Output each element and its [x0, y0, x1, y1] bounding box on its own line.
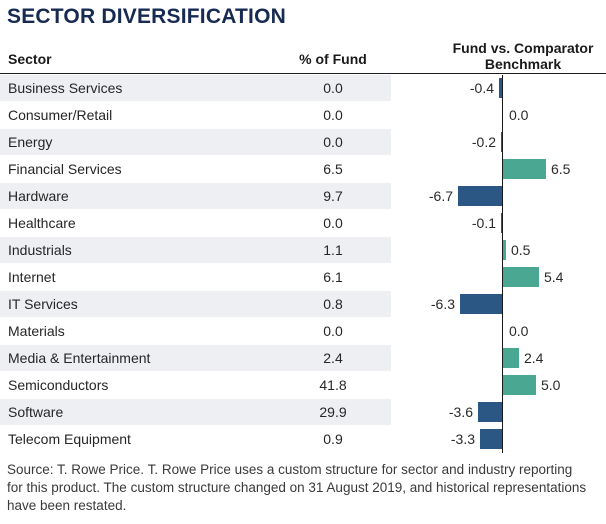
- diff-value-label: -3.6: [448, 404, 473, 420]
- sector-cell: Internet: [8, 269, 56, 285]
- table-row: Financial Services 6.5 6.5: [0, 156, 606, 183]
- negative-diff-bar: [458, 186, 502, 206]
- negative-diff-bar: [478, 402, 502, 422]
- diff-value-label: -6.7: [428, 188, 453, 204]
- pct-of-fund-cell: 0.0: [323, 134, 343, 150]
- table-row: Semiconductors 41.8 5.0: [0, 372, 606, 399]
- row-stripe: [0, 345, 391, 371]
- row-stripe: [0, 75, 391, 101]
- table-row: Hardware 9.7 -6.7: [0, 183, 606, 210]
- table-row: Media & Entertainment 2.4 2.4: [0, 345, 606, 372]
- pct-of-fund-cell: 0.0: [323, 323, 343, 339]
- pct-of-fund-cell: 9.7: [323, 188, 343, 204]
- table-row: Consumer/Retail 0.0 0.0: [0, 102, 606, 129]
- chart-zero-axis: [502, 75, 503, 453]
- diff-value-label: -0.2: [471, 134, 496, 150]
- diff-value-label: -0.4: [469, 80, 494, 96]
- negative-diff-bar: [460, 294, 502, 314]
- sector-cell: Consumer/Retail: [8, 107, 113, 123]
- diff-value-label: 6.5: [551, 161, 571, 177]
- pct-of-fund-cell: 0.8: [323, 296, 343, 312]
- column-header-sector: Sector: [8, 51, 52, 67]
- page-title: SECTOR DIVERSIFICATION: [7, 5, 286, 28]
- source-footnote: Source: T. Rowe Price. T. Rowe Price use…: [7, 462, 587, 513]
- pct-of-fund-cell: 41.8: [319, 377, 347, 393]
- pct-of-fund-cell: 1.1: [323, 242, 343, 258]
- pct-of-fund-cell: 0.0: [323, 215, 343, 231]
- sector-cell: Semiconductors: [8, 377, 109, 393]
- pct-of-fund-cell: 29.9: [319, 404, 347, 420]
- sector-cell: Telecom Equipment: [8, 431, 131, 447]
- sector-cell: Financial Services: [8, 161, 122, 177]
- table-row: Software 29.9 -3.6: [0, 399, 606, 426]
- pct-of-fund-cell: 0.0: [323, 80, 343, 96]
- positive-diff-bar: [503, 267, 539, 287]
- table-row: Telecom Equipment 0.9 -3.3: [0, 426, 606, 453]
- positive-diff-bar: [503, 348, 519, 368]
- table-row: Industrials 1.1 0.5: [0, 237, 606, 264]
- table-row: Internet 6.1 5.4: [0, 264, 606, 291]
- table-row: Materials 0.0 0.0: [0, 318, 606, 345]
- pct-of-fund-cell: 0.9: [323, 431, 343, 447]
- negative-diff-bar: [480, 429, 502, 449]
- positive-diff-bar: [503, 240, 506, 260]
- row-stripe: [0, 183, 391, 209]
- pct-of-fund-cell: 0.0: [323, 107, 343, 123]
- diff-value-label: 0.5: [511, 242, 531, 258]
- pct-of-fund-cell: 6.5: [323, 161, 343, 177]
- table-header-row: Sector % of Fund Fund vs. Comparator Ben…: [0, 38, 606, 74]
- diff-value-label: 2.4: [524, 350, 544, 366]
- pct-of-fund-cell: 2.4: [323, 350, 343, 366]
- row-stripe: [0, 237, 391, 263]
- diff-value-label: -0.1: [471, 215, 496, 231]
- sector-cell: Healthcare: [8, 215, 76, 231]
- row-stripe: [0, 291, 391, 317]
- diff-value-label: 5.0: [541, 377, 561, 393]
- column-header-fund-vs-benchmark: Fund vs. Comparator Benchmark: [452, 40, 594, 72]
- diff-value-label: -3.3: [450, 431, 475, 447]
- positive-diff-bar: [503, 375, 536, 395]
- sector-cell: Materials: [8, 323, 65, 339]
- sector-cell: Industrials: [8, 242, 72, 258]
- sector-cell: IT Services: [8, 296, 78, 312]
- sector-cell: Media & Entertainment: [8, 350, 151, 366]
- table-row: Energy 0.0 -0.2: [0, 129, 606, 156]
- diff-value-label: -6.3: [430, 296, 455, 312]
- negative-diff-bar: [501, 213, 502, 233]
- diff-value-label: 5.4: [544, 269, 564, 285]
- table-row: IT Services 0.8 -6.3: [0, 291, 606, 318]
- diff-value-label: 0.0: [509, 323, 529, 339]
- negative-diff-bar: [499, 78, 502, 98]
- sector-table-body: Business Services 0.0 -0.4 Consumer/Retail 0…: [0, 75, 606, 453]
- table-row: Business Services 0.0 -0.4: [0, 75, 606, 102]
- column-header-pct-of-fund: % of Fund: [299, 51, 367, 67]
- sector-cell: Business Services: [8, 80, 123, 96]
- negative-diff-bar: [501, 132, 502, 152]
- sector-cell: Software: [8, 404, 64, 420]
- diff-value-label: 0.0: [509, 107, 529, 123]
- pct-of-fund-cell: 6.1: [323, 269, 343, 285]
- sector-cell: Hardware: [8, 188, 69, 204]
- table-row: Healthcare 0.0 -0.1: [0, 210, 606, 237]
- row-stripe: [0, 399, 391, 425]
- sector-cell: Energy: [8, 134, 53, 150]
- row-stripe: [0, 129, 391, 155]
- positive-diff-bar: [503, 159, 546, 179]
